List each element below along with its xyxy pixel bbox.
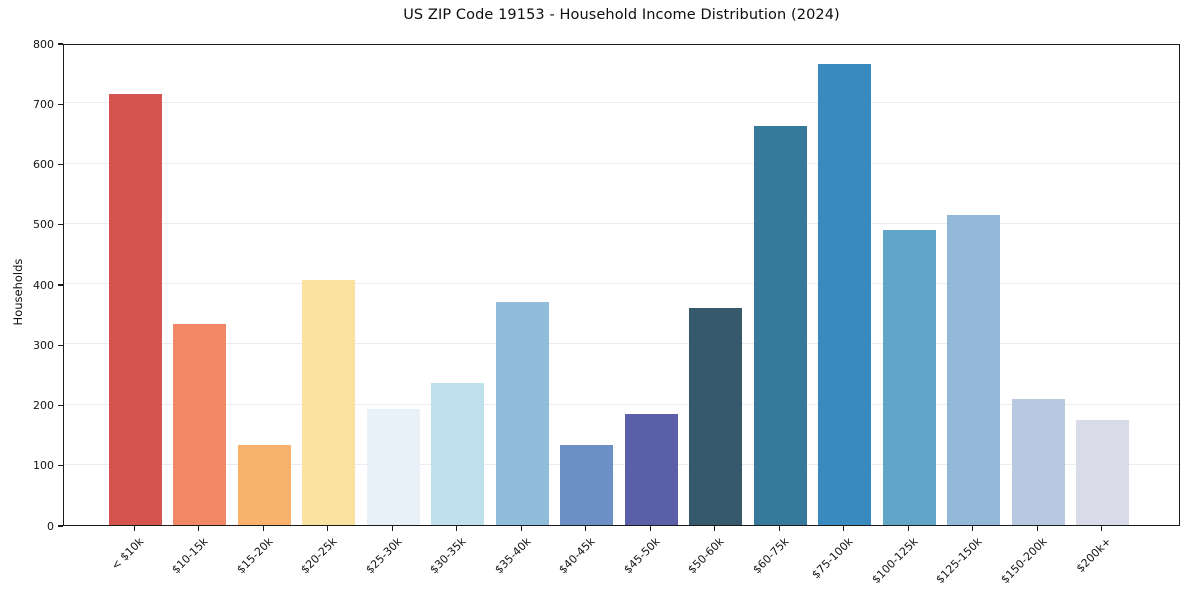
plot-area bbox=[63, 44, 1180, 526]
x-tick-mark-$35-40k bbox=[520, 526, 522, 531]
bar-$30-35k bbox=[431, 382, 485, 525]
x-tick-mark-$50-60k bbox=[714, 526, 716, 531]
gridline-y-100 bbox=[64, 463, 1179, 465]
x-tick-label-$30-35k: $30-35k bbox=[427, 535, 469, 577]
x-tick-mark-$60-75k bbox=[778, 526, 780, 531]
y-tick-label-300: 300 bbox=[33, 338, 54, 352]
y-tick-label-100: 100 bbox=[33, 459, 54, 473]
x-tick-mark-$15-20k bbox=[262, 526, 264, 531]
x-tick-label-$40-45k: $40-45k bbox=[556, 535, 598, 577]
bar-$20-25k bbox=[302, 280, 356, 525]
x-tick-label-$150-200k: $150-200k bbox=[998, 535, 1050, 587]
chart-title: US ZIP Code 19153 - Household Income Dis… bbox=[403, 7, 840, 23]
y-tick-label-200: 200 bbox=[33, 399, 54, 412]
y-tick-mark-0 bbox=[58, 525, 63, 527]
y-tick-label-500: 500 bbox=[33, 218, 54, 232]
x-tick-label-$100-125k: $100-125k bbox=[869, 535, 921, 587]
y-tick-mark-500 bbox=[58, 224, 63, 226]
y-tick-label-800: 800 bbox=[33, 37, 54, 51]
y-tick-mark-800 bbox=[58, 43, 63, 45]
bar-$200k+ bbox=[1076, 420, 1130, 525]
x-tick-mark-$150-200k bbox=[1036, 526, 1038, 531]
x-tick-mark-$125-150k bbox=[972, 526, 974, 531]
x-tick-label-$10-15k: $10-15k bbox=[169, 535, 211, 577]
bar-$50-60k bbox=[689, 308, 743, 525]
gridline-y-700 bbox=[64, 102, 1179, 104]
x-tick-mark-$20-25k bbox=[327, 526, 329, 531]
x-tick-label-$50-60k: $50-60k bbox=[685, 535, 727, 577]
y-tick-label-600: 600 bbox=[33, 158, 54, 171]
bar-$60-75k bbox=[753, 125, 807, 525]
y-tick-mark-400 bbox=[58, 284, 63, 286]
x-tick-label-$200k+: $200k+ bbox=[1073, 535, 1114, 576]
bar-$10-15k bbox=[173, 323, 227, 525]
x-tick-label-$45-50k: $45-50k bbox=[621, 535, 663, 577]
bar-< $10k bbox=[108, 93, 162, 525]
y-tick-label-400: 400 bbox=[33, 278, 54, 292]
x-tick-label-$20-25k: $20-25k bbox=[298, 535, 340, 577]
gridline-y-300 bbox=[64, 343, 1179, 345]
x-tick-mark-$40-45k bbox=[585, 526, 587, 531]
y-tick-mark-300 bbox=[58, 344, 63, 346]
y-tick-mark-700 bbox=[58, 103, 63, 105]
y-tick-label-700: 700 bbox=[33, 97, 54, 111]
gridline-y-200 bbox=[64, 403, 1179, 405]
x-tick-mark-$75-100k bbox=[843, 526, 845, 531]
y-axis-label: Households bbox=[11, 258, 25, 326]
x-tick-mark-$200k+ bbox=[1101, 526, 1103, 531]
gridline-y-600 bbox=[64, 162, 1179, 164]
bar-$25-30k bbox=[366, 409, 420, 525]
y-tick-mark-100 bbox=[58, 465, 63, 467]
bar-$75-100k bbox=[818, 64, 872, 525]
bar-$45-50k bbox=[624, 414, 678, 525]
bar-$15-20k bbox=[237, 444, 291, 525]
x-tick-mark-$25-30k bbox=[391, 526, 393, 531]
y-tick-mark-200 bbox=[58, 404, 63, 407]
x-tick-label-$75-100k: $75-100k bbox=[809, 535, 856, 582]
x-tick-label-$35-40k: $35-40k bbox=[492, 535, 534, 577]
gridline-y-400 bbox=[64, 283, 1179, 284]
x-tick-mark-$30-35k bbox=[456, 526, 458, 531]
bar-$100-125k bbox=[882, 229, 936, 525]
x-tick-mark-< $10k bbox=[133, 526, 135, 531]
y-tick-label-0: 0 bbox=[47, 519, 54, 533]
gridline-y-500 bbox=[64, 222, 1179, 224]
x-tick-label-< $10k: < $10k bbox=[108, 535, 147, 573]
bar-$125-150k bbox=[947, 214, 1001, 525]
x-tick-label-$60-75k: $60-75k bbox=[750, 535, 792, 577]
x-tick-label-$15-20k: $15-20k bbox=[234, 535, 276, 577]
bar-$35-40k bbox=[495, 302, 549, 525]
y-tick-mark-600 bbox=[58, 163, 63, 166]
bar-$40-45k bbox=[560, 444, 614, 525]
x-tick-label-$25-30k: $25-30k bbox=[363, 535, 405, 577]
x-tick-label-$125-150k: $125-150k bbox=[933, 535, 985, 587]
bar-$150-200k bbox=[1011, 398, 1065, 525]
x-tick-mark-$100-125k bbox=[907, 526, 909, 531]
x-tick-mark-$45-50k bbox=[649, 526, 651, 531]
x-tick-mark-$10-15k bbox=[198, 526, 200, 531]
